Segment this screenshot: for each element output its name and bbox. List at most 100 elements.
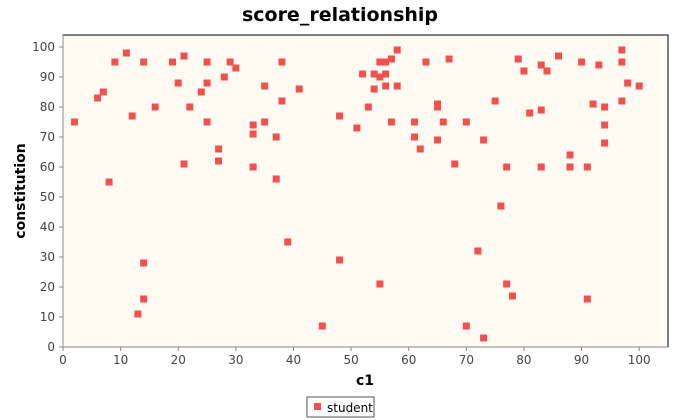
data-point — [618, 58, 626, 66]
data-point — [635, 82, 643, 90]
data-point — [376, 73, 384, 81]
data-point — [422, 58, 430, 66]
data-point — [249, 163, 257, 171]
data-point — [336, 112, 344, 120]
data-point — [393, 82, 401, 90]
data-point — [451, 160, 459, 168]
y-tick-label: 80 — [40, 100, 55, 114]
data-point — [601, 103, 609, 111]
data-point — [382, 82, 390, 90]
data-point — [278, 97, 286, 105]
data-point — [439, 118, 447, 126]
x-tick-label: 10 — [113, 353, 128, 367]
data-point — [359, 70, 367, 78]
data-point — [284, 238, 292, 246]
y-tick-label: 70 — [40, 130, 55, 144]
y-tick-label: 90 — [40, 70, 55, 84]
data-point — [387, 118, 395, 126]
data-point — [520, 67, 528, 75]
data-point — [583, 295, 591, 303]
data-point — [416, 145, 424, 153]
data-point — [497, 202, 505, 210]
data-point — [601, 121, 609, 129]
plot-area — [62, 34, 669, 348]
data-point — [376, 58, 384, 66]
data-point — [197, 88, 205, 96]
x-axis-label: c1 — [356, 373, 374, 389]
x-tick-label: 40 — [286, 353, 301, 367]
data-point — [410, 118, 418, 126]
data-point — [203, 118, 211, 126]
y-tick-label: 30 — [40, 250, 55, 264]
x-tick-label: 30 — [228, 353, 243, 367]
legend: student — [306, 396, 375, 418]
data-point — [203, 58, 211, 66]
data-point — [566, 163, 574, 171]
legend-box — [306, 396, 375, 418]
data-point — [272, 175, 280, 183]
data-point — [151, 103, 159, 111]
data-point — [526, 109, 534, 117]
data-point — [514, 55, 522, 63]
marker-layer — [71, 46, 643, 342]
data-point — [462, 118, 470, 126]
x-axis-ticks: 0 10 20 30 40 50 60 70 80 90 100 — [59, 347, 651, 367]
y-tick-label: 40 — [40, 220, 55, 234]
x-tick-label: 20 — [171, 353, 186, 367]
y-tick-label: 100 — [32, 40, 55, 54]
data-point — [595, 61, 603, 69]
data-point — [249, 130, 257, 138]
y-tick-label: 20 — [40, 280, 55, 294]
y-axis-label: constitution — [13, 143, 29, 238]
data-point — [180, 52, 188, 60]
data-point — [71, 118, 79, 126]
data-point — [387, 55, 395, 63]
data-point — [601, 139, 609, 147]
data-point — [318, 322, 326, 330]
data-point — [503, 280, 511, 288]
data-point — [578, 58, 586, 66]
data-point — [480, 334, 488, 342]
data-point — [295, 85, 303, 93]
data-point — [249, 121, 257, 129]
data-point — [618, 97, 626, 105]
data-point — [624, 79, 632, 87]
data-point — [543, 67, 551, 75]
data-point — [537, 61, 545, 69]
legend-marker-student — [314, 403, 321, 410]
data-point — [491, 97, 499, 105]
data-point — [99, 88, 107, 96]
data-point — [105, 178, 113, 186]
data-point — [261, 82, 269, 90]
data-point — [122, 49, 130, 57]
data-point — [215, 145, 223, 153]
chart-title: score_relationship — [242, 4, 438, 26]
data-point — [370, 70, 378, 78]
data-point — [353, 124, 361, 132]
data-point — [474, 247, 482, 255]
x-tick-label: 90 — [574, 353, 589, 367]
data-point — [220, 73, 228, 81]
data-point — [370, 85, 378, 93]
data-point — [134, 310, 142, 318]
data-point — [226, 58, 234, 66]
data-point — [140, 295, 148, 303]
data-point — [376, 280, 384, 288]
data-point — [94, 94, 102, 102]
data-point — [203, 79, 211, 87]
x-tick-label: 60 — [401, 353, 416, 367]
data-point — [174, 79, 182, 87]
data-point — [537, 163, 545, 171]
x-tick-label: 100 — [628, 353, 651, 367]
y-tick-label: 0 — [47, 340, 55, 354]
data-point — [272, 133, 280, 141]
data-point — [232, 64, 240, 72]
data-point — [434, 103, 442, 111]
legend-label-student: student — [327, 401, 373, 415]
data-point — [261, 118, 269, 126]
y-tick-label: 60 — [40, 160, 55, 174]
x-tick-label: 50 — [343, 353, 358, 367]
data-point — [382, 58, 390, 66]
data-point — [537, 106, 545, 114]
data-point — [393, 46, 401, 54]
